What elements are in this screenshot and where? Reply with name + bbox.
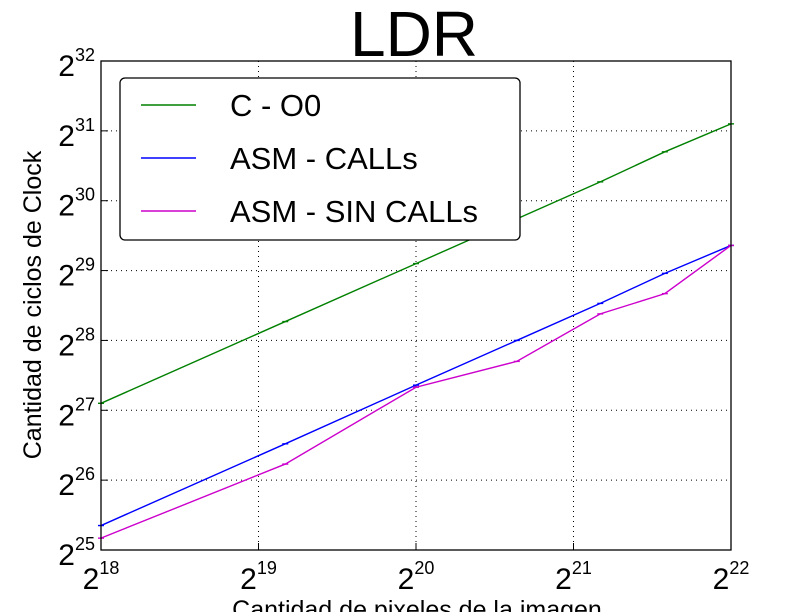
x-tick-labels: 218 219 220 221 222 (83, 558, 750, 596)
plot-frame (100, 60, 732, 551)
x-axis-label: Cantidad de pixeles de la imagen (232, 596, 602, 612)
legend-label-1: ASM - CALLs (230, 141, 418, 176)
y-tick-label-7: 232 (58, 45, 95, 83)
x-tick-label-4: 222 (713, 558, 750, 596)
x-tick-label-3: 221 (555, 558, 592, 596)
chart-title: LDR (350, 0, 478, 70)
y-axis-label: Cantidad de ciclos de Clock (19, 150, 47, 459)
y-tick-labels: 225 226 227 228 229 230 231 232 (58, 45, 95, 572)
x-tick-label-0: 218 (83, 558, 120, 596)
y-tick-label-0: 225 (58, 534, 95, 572)
y-tick-label-1: 226 (58, 464, 95, 502)
legend-label-2: ASM - SIN CALLs (230, 194, 478, 229)
x-tick-label-1: 219 (240, 558, 277, 596)
y-tick-label-6: 231 (58, 115, 95, 153)
y-tick-label-3: 228 (58, 324, 95, 362)
x-tick-label-2: 220 (398, 558, 435, 596)
y-tick-label-2: 227 (58, 394, 95, 432)
legend: C - O0 ASM - CALLs ASM - SIN CALLs (119, 77, 521, 241)
legend-box (119, 77, 521, 241)
legend-label-0: C - O0 (230, 88, 321, 123)
y-tick-label-5: 230 (58, 185, 95, 223)
y-tick-label-4: 229 (58, 255, 95, 293)
